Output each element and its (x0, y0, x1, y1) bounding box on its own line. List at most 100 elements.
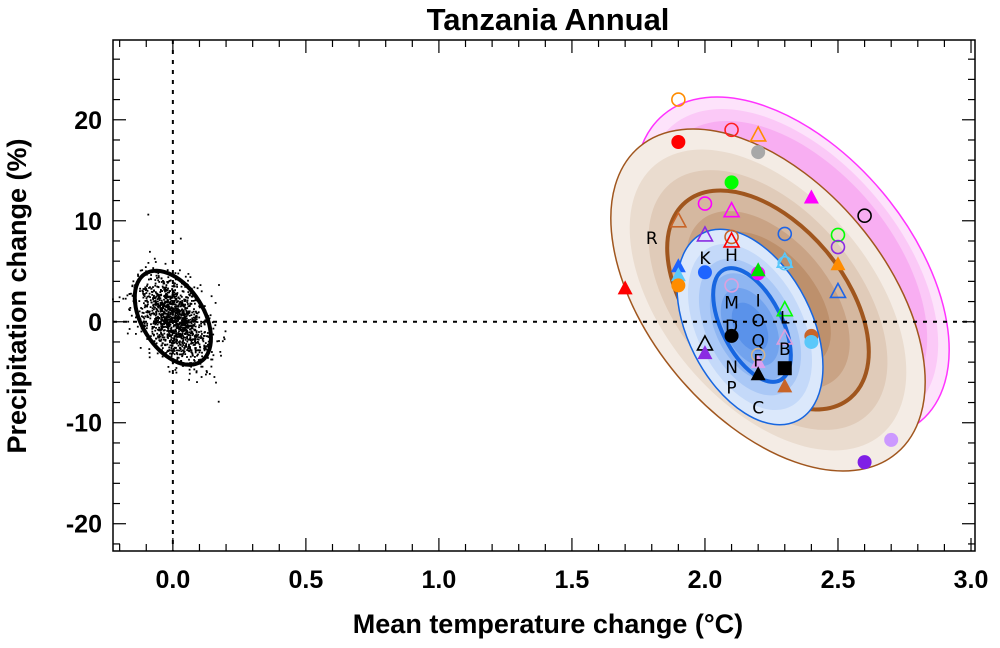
control-sample-dot (169, 340, 171, 343)
control-sample-dot (153, 313, 156, 316)
control-sample-dot (188, 345, 191, 348)
control-sample-dot (183, 324, 186, 326)
control-sample-dot (184, 308, 187, 310)
control-sample-dot (157, 336, 159, 339)
control-sample-dot (195, 347, 197, 349)
control-sample-dot (187, 291, 190, 293)
control-sample-dot (165, 306, 167, 308)
control-sample-dot (214, 324, 217, 327)
control-sample-dot (211, 321, 214, 324)
control-sample-dot (176, 322, 179, 325)
model-label: Q (751, 332, 764, 352)
control-sample-dot (174, 369, 177, 371)
point-triangle (617, 280, 633, 295)
point-circle (697, 265, 712, 280)
point-circle (724, 175, 739, 190)
control-sample-dot (185, 326, 188, 329)
control-sample-dot (156, 298, 159, 300)
point-triangle (722, 200, 741, 218)
point-circle (671, 134, 686, 149)
control-sample-dot (181, 317, 184, 319)
control-sample-dot (214, 302, 217, 304)
control-sample-dot (160, 293, 162, 296)
control-sample-dot (202, 337, 205, 340)
control-sample-dot (161, 302, 164, 305)
control-sample-dot (159, 307, 162, 309)
control-sample-dot (166, 301, 169, 304)
control-sample-dot (203, 349, 206, 352)
control-sample-dot (168, 316, 171, 319)
control-sample-dot (188, 331, 191, 334)
control-sample-dot (184, 338, 187, 341)
control-sample-dot (135, 333, 137, 335)
control-sample-dot (164, 294, 167, 297)
control-sample-dot (136, 325, 139, 328)
control-sample-dot (167, 311, 170, 314)
control-sample-dot (165, 352, 167, 354)
control-sample-dot (175, 305, 178, 308)
control-sample-dot (166, 320, 169, 323)
control-sample-dot (145, 292, 148, 294)
control-sample-dot (149, 250, 151, 253)
control-sample-dot (194, 319, 197, 322)
control-sample-dot (185, 343, 188, 345)
control-sample-dot (148, 311, 150, 314)
control-sample-dot (186, 299, 189, 302)
control-sample-dot (194, 339, 197, 341)
control-sample-dot (158, 299, 161, 302)
control-sample-dot (174, 324, 176, 326)
y-tick-label: 20 (74, 107, 102, 135)
control-sample-dot (154, 299, 157, 302)
control-sample-dot (169, 279, 172, 282)
control-sample-dot (169, 307, 172, 310)
model-label: O (751, 312, 764, 332)
control-sample-dot (173, 350, 176, 352)
control-sample-dot (192, 344, 195, 346)
control-sample-dot (193, 360, 196, 362)
point-circle (777, 255, 793, 271)
control-sample-dot (201, 321, 204, 324)
control-sample-dot (164, 312, 167, 315)
control-sample-dot (160, 325, 163, 328)
control-sample-dot (165, 286, 168, 289)
control-sample-dot (158, 295, 160, 298)
control-sample-dot (158, 281, 161, 283)
control-sample-dot (131, 295, 134, 297)
point-circle (830, 239, 846, 255)
control-sample-dot (148, 295, 150, 298)
control-sample-dot (191, 339, 194, 341)
control-sample-dot (146, 305, 148, 308)
control-sample-dot (193, 323, 196, 325)
control-sample-dot (192, 316, 195, 319)
x-axis-label: Mean temperature change (°C) (353, 609, 743, 639)
control-sample-dot (194, 335, 197, 338)
control-sample-dot (153, 308, 155, 311)
control-sample-dot (175, 371, 178, 374)
control-sample-dot (159, 314, 162, 316)
control-sample-dot (172, 295, 174, 298)
control-sample-dot (175, 317, 177, 319)
control-sample-dot (195, 334, 197, 336)
control-sample-dot (143, 302, 145, 305)
control-sample-dot (151, 291, 154, 293)
control-sample-dot (173, 285, 176, 288)
control-sample-dot (152, 298, 154, 301)
x-tick-label: 0.0 (155, 566, 190, 594)
control-sample-dot (180, 360, 183, 362)
control-sample-dot (155, 327, 157, 329)
control-sample-dot (186, 349, 188, 351)
control-sample-dot (154, 318, 157, 320)
control-sample-dot (176, 308, 179, 311)
control-sample-dot (149, 286, 151, 289)
control-sample-dot (191, 327, 194, 329)
control-sample-dot (147, 316, 150, 319)
control-sample-dot (151, 293, 154, 296)
control-sample-dot (189, 328, 191, 331)
control-sample-dot (155, 312, 158, 315)
control-sample-dot (141, 311, 144, 314)
control-sample-dot (174, 329, 177, 331)
control-sample-dot (159, 310, 162, 313)
control-sample-dot (168, 308, 170, 310)
control-sample-dot (144, 286, 147, 289)
control-sample-dot (169, 329, 171, 332)
